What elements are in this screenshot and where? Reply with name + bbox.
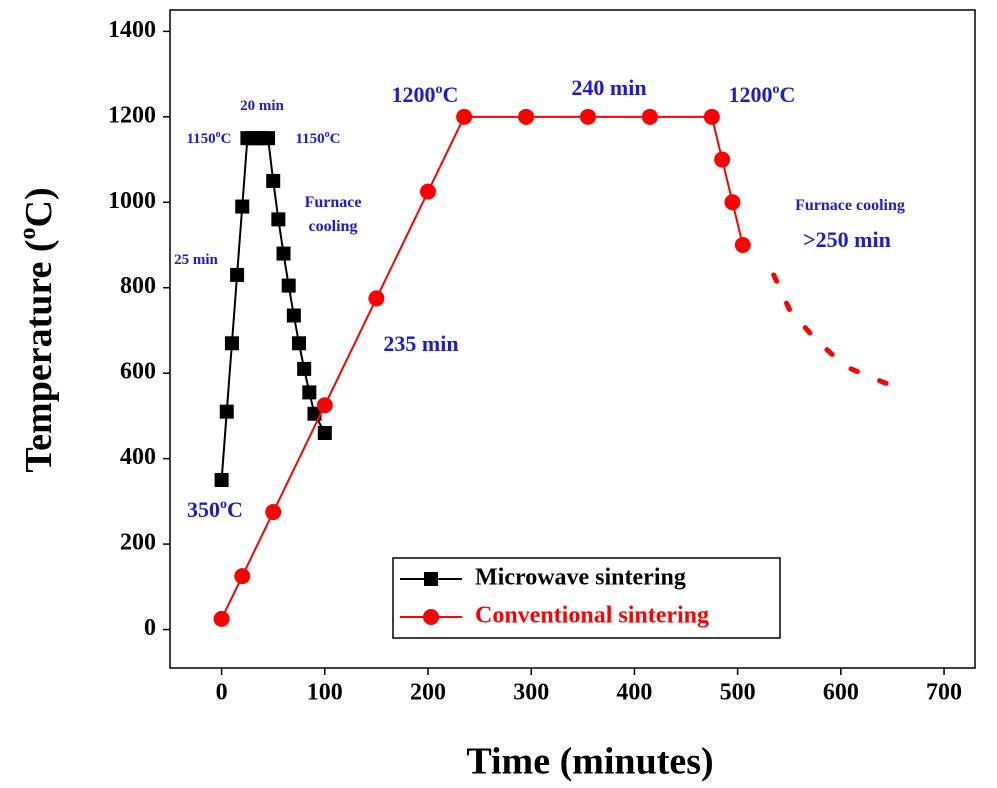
- data-point: [224, 336, 239, 351]
- text-part: 20 min: [240, 98, 284, 114]
- text-part: C: [330, 131, 341, 147]
- text-part: 240 min: [571, 75, 646, 100]
- text-part: o: [220, 497, 227, 512]
- x-tick-label: 300: [513, 680, 549, 706]
- text-part: Furnace: [305, 194, 362, 211]
- data-point: [230, 267, 245, 282]
- annotation: cooling: [309, 218, 358, 235]
- data-point: [368, 290, 385, 307]
- data-point: [266, 173, 281, 188]
- y-tick-label: 400: [120, 444, 156, 470]
- y-tick-label: 1400: [108, 17, 156, 43]
- text-part: o: [15, 227, 41, 239]
- text-part: 350: [187, 497, 220, 522]
- data-point: [703, 108, 720, 125]
- annotation: Furnace cooling: [795, 197, 905, 214]
- data-point: [420, 183, 437, 200]
- x-tick-label: 200: [410, 680, 446, 706]
- annotation: 1200oC: [729, 82, 796, 107]
- annotation: 20 min: [240, 98, 284, 114]
- x-axis-label: Time (minutes): [466, 741, 713, 783]
- plot-frame: [169, 9, 976, 669]
- text-part: cooling: [309, 218, 358, 235]
- annotation: 25 min: [174, 252, 218, 268]
- data-point: [518, 108, 535, 125]
- annotation: 240 min: [571, 75, 646, 100]
- y-tick-label: 800: [120, 273, 156, 299]
- data-point: [265, 504, 282, 521]
- legend-marker: [424, 572, 438, 586]
- data-point: [579, 108, 596, 125]
- annotation: 1200oC: [392, 82, 459, 107]
- data-point: [276, 246, 291, 261]
- text-part: >250 min: [803, 227, 891, 252]
- text-part: C): [18, 187, 60, 227]
- x-tick-label: 500: [720, 680, 756, 706]
- annotation: 1150oC: [186, 129, 231, 148]
- x-tick-label: 600: [823, 680, 859, 706]
- data-point: [286, 308, 301, 323]
- data-point: [297, 361, 312, 376]
- text-part: 1150: [186, 131, 215, 147]
- data-point: [234, 568, 251, 585]
- text-part: 25 min: [174, 252, 218, 268]
- annotation: >250 min: [803, 227, 891, 252]
- legend-label: Microwave sintering: [475, 565, 686, 591]
- y-tick-label: 1000: [108, 188, 156, 214]
- data-point: [235, 199, 250, 214]
- text-part: o: [436, 82, 443, 97]
- annotation: Furnace: [305, 194, 362, 211]
- data-point: [292, 336, 307, 351]
- data-point: [213, 610, 230, 627]
- text-part: C: [221, 131, 232, 147]
- y-tick-label: 600: [120, 359, 156, 385]
- annotation: 350oC: [187, 497, 243, 522]
- data-point: [214, 473, 229, 487]
- x-tick-label: 700: [926, 680, 962, 706]
- text-part: C: [443, 82, 459, 107]
- data-point: [302, 385, 317, 400]
- text-part: o: [773, 82, 780, 97]
- text-part: 1200: [392, 82, 436, 107]
- text-part: o: [216, 129, 221, 140]
- text-part: C: [780, 82, 796, 107]
- data-point: [734, 237, 751, 253]
- x-tick-label: 100: [307, 680, 343, 706]
- data-point: [261, 131, 276, 146]
- data-point: [724, 194, 741, 211]
- y-axis-label: Temperature (oC): [15, 187, 60, 472]
- data-point: [317, 426, 332, 440]
- text-part: Furnace cooling: [795, 197, 905, 214]
- data-point: [456, 108, 473, 125]
- data-point: [714, 151, 731, 168]
- text-part: C: [227, 497, 243, 522]
- legend-box: [392, 557, 781, 639]
- data-point: [316, 397, 333, 414]
- data-point: [281, 278, 296, 293]
- y-tick-label: 1200: [108, 102, 156, 128]
- text-part: 1150: [295, 131, 324, 147]
- text-part: 235 min: [383, 331, 458, 356]
- y-tick-label: 200: [120, 530, 156, 556]
- legend-marker: [423, 609, 439, 625]
- annotation: 1150oC: [295, 129, 340, 148]
- legend-label: Conventional sintering: [475, 603, 709, 629]
- annotation: 235 min: [383, 331, 458, 356]
- data-point: [641, 108, 658, 125]
- data-point: [219, 404, 234, 419]
- x-tick-label: 400: [616, 680, 652, 706]
- cooling-curve: [771, 272, 901, 391]
- x-tick-label: 0: [216, 680, 228, 706]
- y-tick-label: 0: [144, 615, 156, 641]
- text-part: Temperature (: [18, 239, 60, 472]
- text-part: 1200: [729, 82, 773, 107]
- text-part: o: [325, 129, 330, 140]
- data-point: [271, 212, 286, 227]
- series-line: [220, 137, 326, 481]
